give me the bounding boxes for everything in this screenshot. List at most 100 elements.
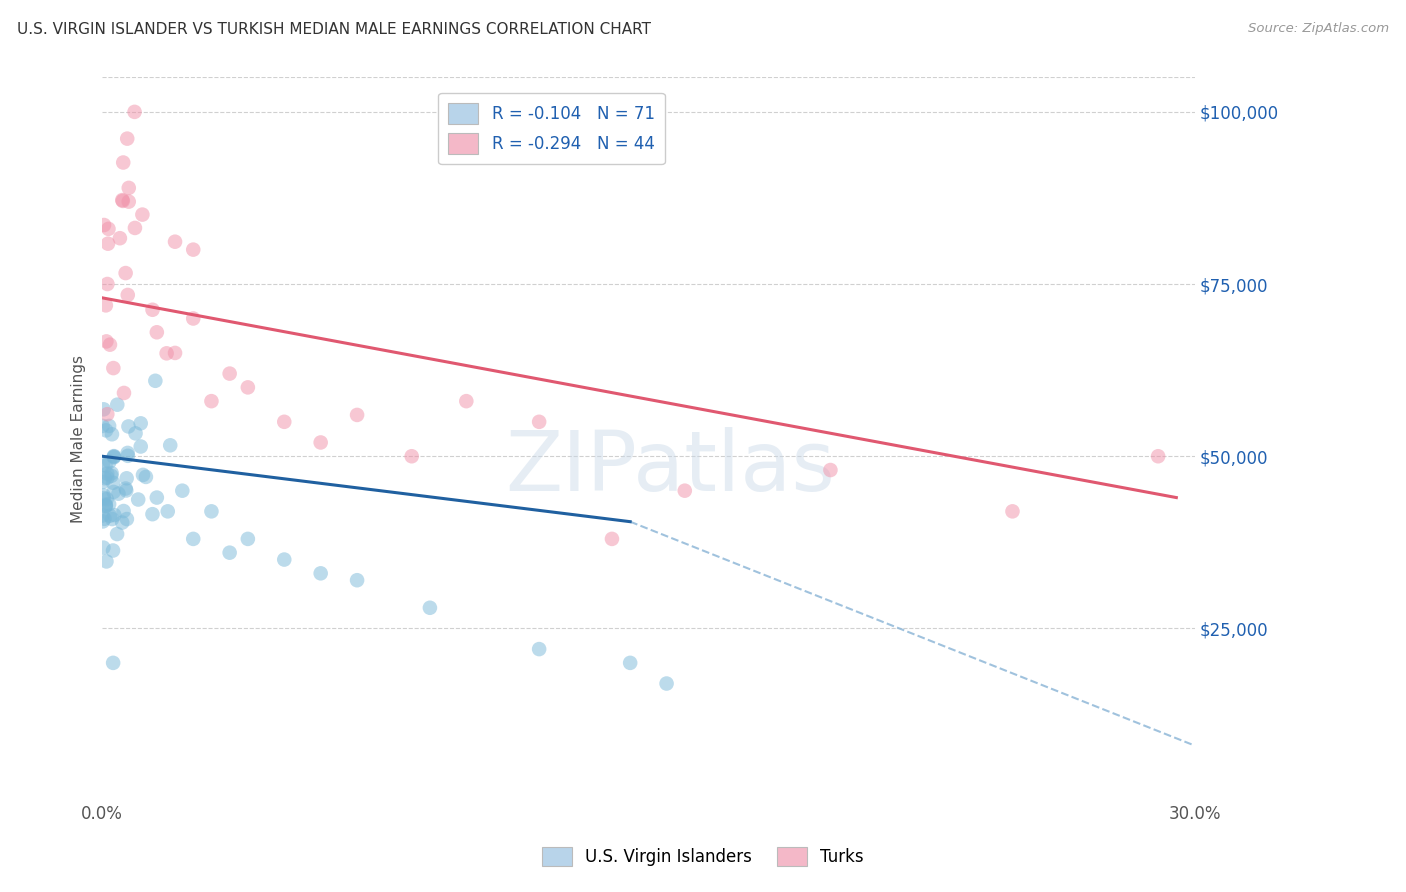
Point — [94, 424, 117, 438]
Point — [97, 236, 120, 251]
Point — [159, 438, 181, 452]
Point — [91, 515, 114, 529]
Point — [105, 527, 128, 541]
Point — [98, 337, 121, 351]
Point — [181, 243, 204, 257]
Legend: U.S. Virgin Islanders, Turks: U.S. Virgin Islanders, Turks — [536, 840, 870, 873]
Point — [93, 491, 115, 505]
Point — [124, 426, 146, 441]
Point — [129, 417, 152, 431]
Point — [112, 386, 135, 401]
Point — [112, 504, 135, 518]
Point — [96, 467, 118, 481]
Point — [141, 507, 163, 521]
Point — [346, 408, 368, 422]
Point — [456, 394, 478, 409]
Point — [101, 427, 124, 442]
Point — [118, 181, 141, 195]
Point — [117, 419, 139, 434]
Point — [103, 361, 125, 376]
Point — [107, 486, 129, 500]
Point — [98, 508, 121, 523]
Point — [101, 656, 124, 670]
Point — [96, 277, 118, 291]
Point — [91, 419, 114, 434]
Y-axis label: Median Male Earnings: Median Male Earnings — [72, 355, 86, 523]
Point — [93, 488, 115, 502]
Point — [117, 288, 139, 302]
Point — [673, 483, 696, 498]
Point — [101, 543, 124, 558]
Point — [93, 512, 115, 526]
Point — [114, 482, 136, 496]
Point — [108, 231, 131, 245]
Point — [111, 194, 134, 208]
Point — [309, 566, 332, 581]
Point — [94, 498, 117, 512]
Point — [200, 504, 222, 518]
Point — [94, 471, 117, 485]
Legend: R = -0.104   N = 71, R = -0.294   N = 44: R = -0.104 N = 71, R = -0.294 N = 44 — [439, 93, 665, 164]
Point — [117, 446, 139, 460]
Point — [273, 552, 295, 566]
Point — [124, 104, 146, 119]
Point — [132, 467, 155, 482]
Point — [111, 193, 134, 207]
Point — [93, 218, 115, 232]
Point — [163, 235, 186, 249]
Point — [218, 367, 240, 381]
Point — [600, 532, 623, 546]
Point — [124, 221, 146, 235]
Point — [419, 600, 441, 615]
Point — [91, 475, 114, 489]
Point — [100, 466, 122, 480]
Point — [96, 334, 118, 349]
Point — [115, 131, 138, 145]
Point — [96, 554, 118, 568]
Point — [172, 483, 194, 498]
Point — [93, 541, 115, 555]
Point — [96, 491, 118, 506]
Point — [103, 450, 125, 465]
Point — [131, 208, 153, 222]
Point — [93, 402, 115, 417]
Point — [527, 642, 550, 657]
Point — [103, 449, 125, 463]
Point — [100, 468, 122, 483]
Point — [94, 298, 117, 312]
Point — [346, 573, 368, 587]
Point — [111, 516, 134, 530]
Point — [820, 463, 842, 477]
Point — [94, 499, 117, 513]
Point — [156, 504, 179, 518]
Point — [94, 458, 117, 473]
Point — [105, 398, 128, 412]
Point — [96, 471, 118, 485]
Point — [156, 346, 179, 360]
Point — [101, 512, 124, 526]
Text: Source: ZipAtlas.com: Source: ZipAtlas.com — [1249, 22, 1389, 36]
Point — [236, 380, 259, 394]
Point — [97, 222, 120, 236]
Point — [98, 497, 121, 511]
Point — [117, 449, 139, 463]
Point — [1147, 449, 1170, 463]
Text: ZIPatlas: ZIPatlas — [505, 427, 835, 508]
Point — [115, 471, 138, 485]
Point — [135, 470, 157, 484]
Point — [112, 155, 135, 169]
Point — [127, 492, 149, 507]
Point — [96, 407, 118, 421]
Point — [129, 440, 152, 454]
Point — [181, 311, 204, 326]
Point — [141, 302, 163, 317]
Point — [103, 508, 125, 522]
Point — [101, 475, 124, 490]
Point — [163, 346, 186, 360]
Point — [118, 194, 141, 209]
Point — [200, 394, 222, 409]
Point — [103, 450, 125, 464]
Point — [146, 491, 169, 505]
Point — [114, 266, 136, 280]
Point — [98, 455, 121, 469]
